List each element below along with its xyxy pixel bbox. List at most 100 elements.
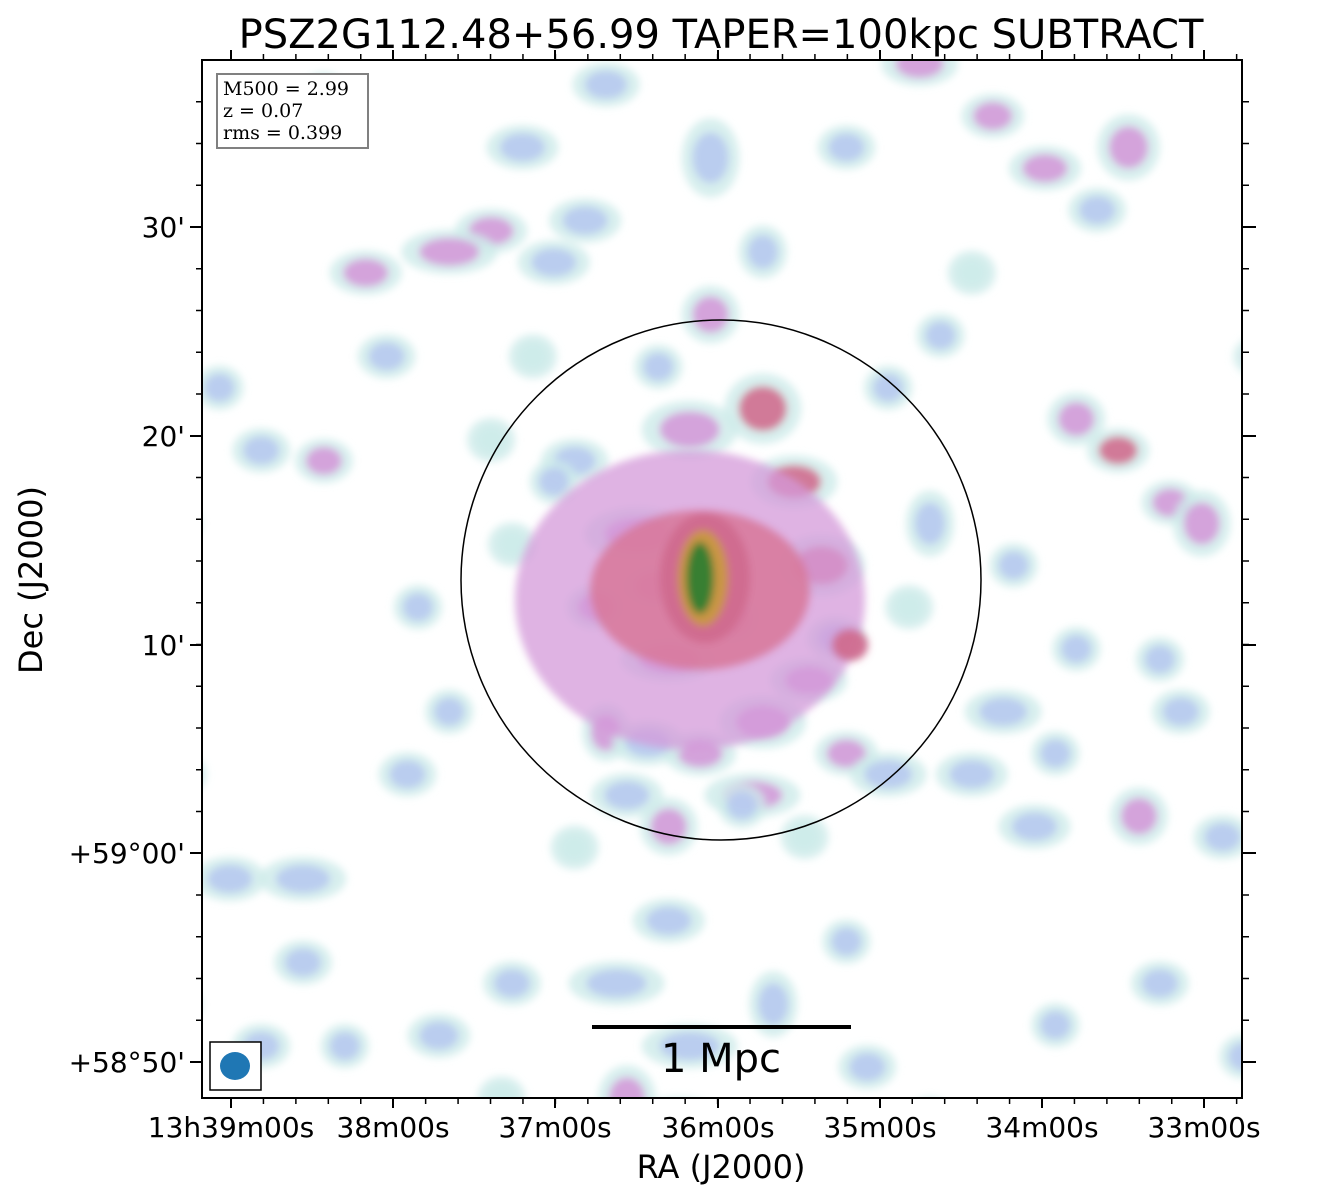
emission-blob bbox=[738, 386, 787, 432]
emission-blob bbox=[873, 373, 904, 402]
x-tick-label: 38m00s bbox=[336, 1111, 449, 1144]
emission-blob bbox=[585, 70, 628, 99]
emission-blob bbox=[758, 983, 789, 1026]
emission-blob bbox=[849, 1052, 886, 1081]
emission-blob bbox=[419, 1021, 459, 1050]
y-tick-label: 10' bbox=[142, 629, 185, 662]
emission-blob bbox=[1040, 739, 1071, 768]
emission-blob bbox=[895, 60, 944, 78]
emission-blob bbox=[894, 593, 925, 622]
emission-blob bbox=[949, 760, 995, 789]
emission-blob bbox=[1058, 402, 1095, 436]
r500-circle bbox=[460, 319, 982, 841]
emission-blob bbox=[828, 133, 865, 162]
emission-blob bbox=[562, 206, 608, 235]
y-tick-label: +59°00' bbox=[69, 837, 185, 870]
emission-blob bbox=[1144, 645, 1175, 674]
emission-blob bbox=[1040, 1011, 1071, 1040]
emission-blob bbox=[1162, 697, 1199, 726]
emission-blob bbox=[1061, 634, 1092, 663]
emission-blob bbox=[517, 342, 548, 371]
emission-blob bbox=[973, 102, 1013, 131]
emission-blob bbox=[1022, 154, 1068, 183]
emission-halo bbox=[1233, 341, 1242, 372]
beam-indicator bbox=[209, 1041, 262, 1091]
emission-blob bbox=[726, 791, 757, 820]
x-tick-label: 33m00s bbox=[1147, 1111, 1260, 1144]
emission-halo bbox=[154, 502, 202, 546]
y-tick-labels: 30' 20' 10' +59°00' +58°50' bbox=[69, 211, 185, 1079]
emission-blob bbox=[979, 697, 1028, 726]
x-tick-label: 35m00s bbox=[823, 1111, 936, 1144]
emission-blob bbox=[604, 781, 650, 810]
emission-blob bbox=[499, 133, 545, 162]
info-m500: M500 = 2.99 bbox=[223, 78, 349, 100]
emission-blob bbox=[1121, 797, 1157, 835]
x-tick-label: 34m00s bbox=[985, 1111, 1098, 1144]
emission-blob bbox=[1098, 436, 1138, 465]
emission-blob bbox=[486, 1084, 517, 1098]
emission-blob bbox=[243, 436, 280, 465]
y-tick-label: +58°50' bbox=[69, 1046, 185, 1079]
emission-blob bbox=[608, 1077, 645, 1098]
emission-blob bbox=[826, 739, 866, 768]
emission-blob bbox=[163, 510, 193, 538]
emission-blob bbox=[538, 467, 569, 496]
emission-blob bbox=[692, 296, 729, 333]
emission-blob bbox=[646, 906, 692, 935]
y-major-ticks bbox=[190, 226, 1256, 1063]
emission-blob bbox=[559, 833, 590, 862]
emission-blob bbox=[659, 411, 720, 448]
emission-blob bbox=[419, 237, 480, 266]
emission-halo bbox=[1303, 355, 1321, 399]
info-rms: rms = 0.399 bbox=[223, 122, 342, 144]
emission-blob bbox=[643, 352, 674, 381]
info-box: M500 = 2.99 z = 0.07 rms = 0.399 bbox=[216, 73, 369, 149]
emission-blob bbox=[1288, 1074, 1321, 1102]
scale-bar-label: 1 Mpc bbox=[661, 1036, 781, 1082]
plot-frame bbox=[201, 59, 1243, 1099]
emission-blob bbox=[956, 258, 987, 287]
emission-blob bbox=[531, 248, 577, 277]
x-tick-labels: 13h39m00s 38m00s 37m00s 36m00s 35m00s 34… bbox=[148, 1111, 1261, 1144]
emission-blob bbox=[747, 235, 778, 269]
y-tick-label: 30' bbox=[142, 211, 185, 244]
emission-halo bbox=[1261, 84, 1309, 128]
source-southeast bbox=[832, 629, 868, 661]
emission-blob bbox=[1183, 502, 1220, 545]
emission-blob bbox=[434, 697, 465, 726]
emission-blob bbox=[1245, 342, 1284, 370]
emission-blob bbox=[204, 373, 235, 402]
emission-blob bbox=[789, 823, 820, 852]
y-axis-label: Dec (J2000) bbox=[12, 486, 50, 674]
emission-blob bbox=[343, 258, 389, 287]
emission-blob bbox=[402, 593, 433, 622]
info-redshift: z = 0.07 bbox=[223, 100, 303, 122]
emission-blob bbox=[160, 760, 196, 788]
core-peak bbox=[686, 542, 714, 614]
emission-blob bbox=[1012, 812, 1057, 841]
emission-blob bbox=[925, 321, 956, 350]
emission-blob bbox=[915, 502, 945, 545]
emission-blob bbox=[305, 446, 342, 475]
emission-blob bbox=[998, 551, 1029, 580]
x-tick-label: 37m00s bbox=[498, 1111, 611, 1144]
beam-ellipse bbox=[220, 1052, 250, 1080]
emission-blob bbox=[1312, 363, 1321, 391]
scale-bar: 1 Mpc bbox=[592, 1025, 851, 1082]
core-emission bbox=[515, 450, 868, 750]
info-box-frame bbox=[216, 73, 369, 149]
image-area bbox=[154, 60, 1321, 1110]
emission-blob bbox=[207, 864, 253, 893]
emission-blob bbox=[1228, 1042, 1242, 1071]
emission-blob bbox=[389, 760, 426, 789]
y-tick-label: 20' bbox=[142, 420, 185, 453]
emission-halo bbox=[202, 762, 207, 787]
emission-blob bbox=[1204, 823, 1241, 852]
emission-blob bbox=[1141, 969, 1178, 998]
x-tick-label: 13h39m00s bbox=[148, 1111, 315, 1144]
emission-blob bbox=[163, 990, 193, 1018]
emission-halo bbox=[1277, 1066, 1321, 1110]
emission-blob bbox=[1270, 92, 1300, 120]
x-axis-label: RA (J2000) bbox=[637, 1148, 806, 1186]
